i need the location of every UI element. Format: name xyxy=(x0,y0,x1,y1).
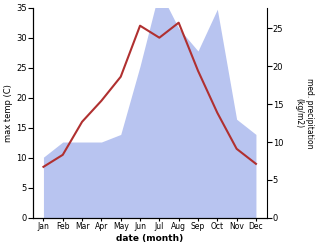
Y-axis label: max temp (C): max temp (C) xyxy=(4,84,13,142)
Y-axis label: med. precipitation
(kg/m2): med. precipitation (kg/m2) xyxy=(294,78,314,148)
X-axis label: date (month): date (month) xyxy=(116,234,183,243)
